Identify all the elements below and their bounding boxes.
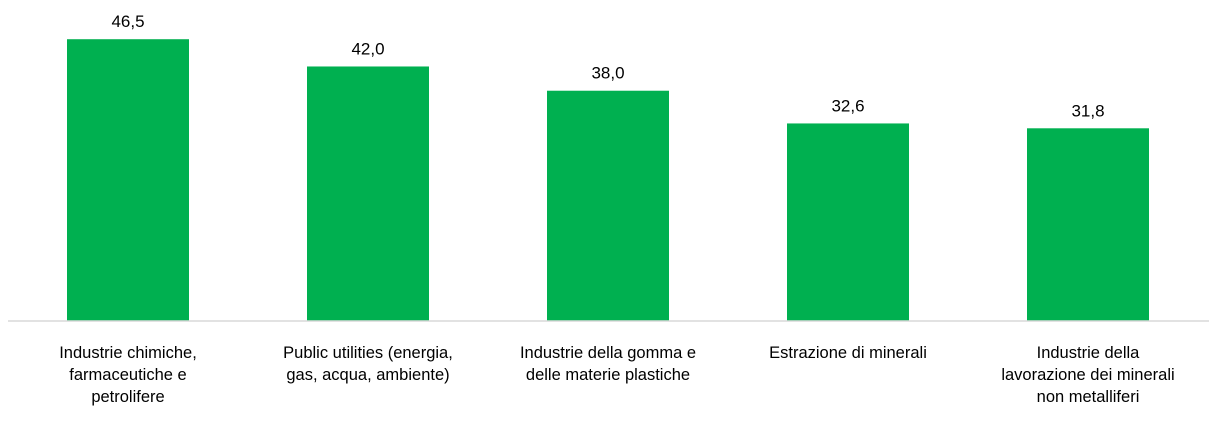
value-label-3: 38,0 [591,64,624,83]
value-label-2: 42,0 [351,39,384,58]
category-label-5: Industrie della lavorazione dei minerali… [1001,344,1175,406]
value-labels-group: 46,5 42,0 38,0 32,6 31,8 [111,12,1104,120]
bars-group [67,39,1149,322]
bar-1 [67,39,189,322]
bar-4 [787,123,909,321]
category-label-1: Industrie chimiche, farmaceutiche e petr… [59,344,197,406]
category-label-2: Public utilities (energia, gas, acqua, a… [283,344,453,384]
category-label-4: Estrazione di minerali [769,344,927,362]
bar-2 [307,66,429,321]
bar-3 [547,90,669,321]
value-label-1: 46,5 [111,12,144,31]
category-label-3: Industrie della gomma e delle materie pl… [519,344,697,384]
bar-5 [1027,128,1149,321]
value-label-5: 31,8 [1071,101,1104,120]
value-label-4: 32,6 [831,96,864,115]
